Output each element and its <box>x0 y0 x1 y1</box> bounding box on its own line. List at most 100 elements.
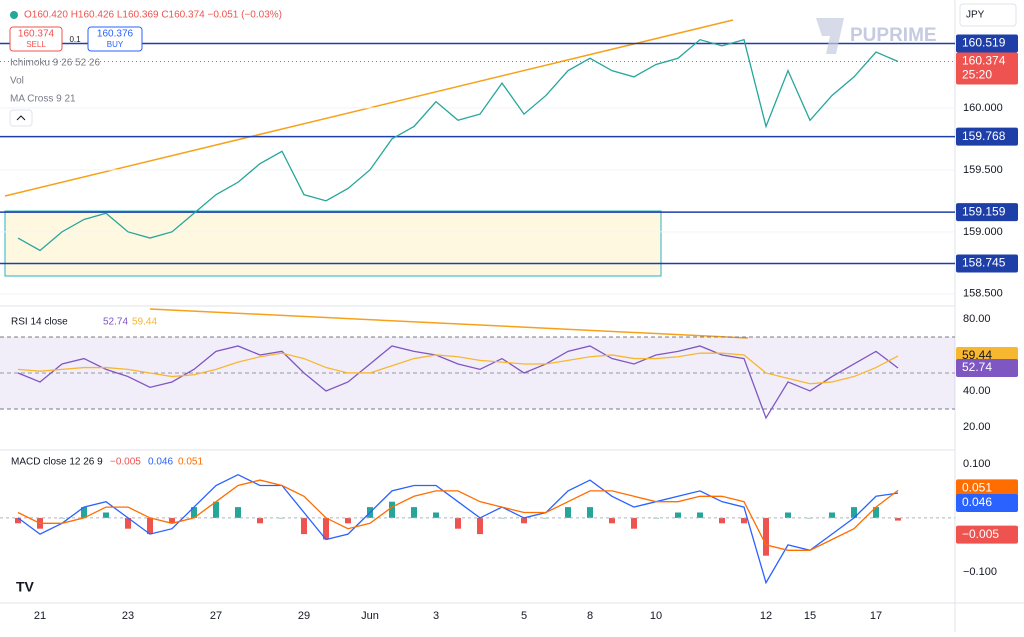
histogram-bar <box>345 517 351 524</box>
current-price: 160.374 <box>962 54 1006 68</box>
collapse-button[interactable] <box>9 109 33 127</box>
signal-last-label-bg <box>956 479 1018 498</box>
buy-label: BUY <box>107 40 124 49</box>
series-line <box>17 473 899 585</box>
histogram-bar <box>697 512 703 518</box>
histogram-bar <box>103 512 109 518</box>
histogram-bar <box>895 517 901 521</box>
macd-legend-value: 0.051 <box>178 457 203 468</box>
x-tick-label: 15 <box>804 610 816 622</box>
sell-price: 160.374 <box>18 29 55 40</box>
histogram-bar <box>257 517 263 524</box>
status-dot <box>10 11 18 19</box>
histogram-bar <box>741 517 747 524</box>
y-tick-label: 20.00 <box>963 421 991 433</box>
rsi-last-label: 52.74 <box>962 360 992 374</box>
indicator: MA Cross 9 21 <box>10 94 76 105</box>
rsi-legend-value: 59.44 <box>132 317 157 328</box>
y-tick-label: 158.500 <box>963 288 1003 300</box>
histogram-bar <box>169 517 175 524</box>
buy-button[interactable] <box>87 26 143 52</box>
x-tick-label: 17 <box>870 610 882 622</box>
level-label: 158.745 <box>962 256 1006 270</box>
histogram-bar <box>433 512 439 518</box>
histogram-bar <box>477 517 483 535</box>
histogram-bar <box>389 501 395 518</box>
histogram-bar <box>587 507 593 518</box>
range-box <box>4 210 662 277</box>
x-tick-label: Jun <box>361 610 379 622</box>
rsi-last-label: 59.44 <box>962 348 992 362</box>
rsi-last-label-bg <box>956 359 1018 378</box>
level-label-bg <box>956 254 1018 273</box>
y-tick-label: 80.00 <box>963 313 991 325</box>
histogram-bar <box>609 517 615 524</box>
signal-last-label: 0.051 <box>962 481 992 495</box>
plot: 21 23 27 29 Jun 3 5 8 10 12 15 17 <box>0 38 955 622</box>
indicator: Vol <box>10 76 24 87</box>
tv-logo: TV <box>16 579 35 595</box>
y-tick-label: −0.100 <box>963 566 997 578</box>
x-tick-label: 3 <box>433 610 439 622</box>
histogram-bar <box>763 517 769 556</box>
y-tick-label: 160.000 <box>963 102 1003 114</box>
countdown: 25:20 <box>962 68 992 82</box>
histogram-bar <box>125 517 131 529</box>
buy-price: 160.376 <box>97 29 134 40</box>
histogram-bar <box>301 517 307 535</box>
ohlc: O160.420 H160.426 L160.369 C160.374 −0.0… <box>24 10 282 21</box>
histogram-bar <box>411 507 417 518</box>
level-label-bg <box>956 127 1018 146</box>
sell-label: SELL <box>26 40 46 49</box>
currency: JPY <box>966 10 985 21</box>
series-line <box>17 38 899 252</box>
histogram-bar <box>499 517 505 519</box>
x-tick-label: 21 <box>34 610 46 622</box>
level-label: 159.768 <box>962 129 1006 143</box>
sell-button[interactable] <box>9 26 63 52</box>
brand-logo <box>816 18 844 54</box>
x-tick-label: 12 <box>760 610 772 622</box>
histogram-bar <box>565 507 571 518</box>
series-line <box>17 345 899 420</box>
histogram-bar <box>873 507 879 518</box>
level-label-bg <box>956 34 1018 53</box>
macd-legend-value: −0.005 <box>110 457 141 468</box>
histogram-bar <box>191 507 197 518</box>
series-line <box>17 479 899 551</box>
x-tick-label: 5 <box>521 610 527 622</box>
collapse-icon <box>16 115 26 121</box>
current-price-bg <box>956 52 1018 85</box>
rsi-trend-line <box>149 308 749 339</box>
macd-legend-value: 0.046 <box>148 457 173 468</box>
x-tick-label: 10 <box>650 610 662 622</box>
y-tick-label: 40.00 <box>963 385 991 397</box>
histogram-bar <box>521 517 527 524</box>
histogram-bar <box>323 517 329 540</box>
y-tick-label: 159.500 <box>963 164 1003 176</box>
level-label-bg <box>956 203 1018 222</box>
histogram-bar <box>455 517 461 529</box>
macd-last-label-bg <box>956 494 1018 513</box>
indicator: Ichimoku 9 26 52 26 <box>10 58 100 69</box>
histogram-bar <box>829 512 835 518</box>
series-line <box>17 352 899 385</box>
y-tick-label: 159.000 <box>963 226 1003 238</box>
histogram-bar <box>851 507 857 518</box>
histogram-last-label: −0.005 <box>962 527 999 541</box>
y-tick-label: 0.100 <box>963 458 991 470</box>
macd-legend: MACD close 12 26 9 <box>11 457 103 468</box>
histogram-bar <box>719 517 725 524</box>
x-tick-label: 27 <box>210 610 222 622</box>
x-tick-label: 23 <box>122 610 134 622</box>
histogram-bar <box>631 517 637 529</box>
x-tick-label: 8 <box>587 610 593 622</box>
histogram-bar <box>675 512 681 518</box>
currency-button[interactable] <box>959 3 1017 27</box>
histogram-bar <box>235 507 241 518</box>
brand: PUPRIME <box>850 25 937 46</box>
